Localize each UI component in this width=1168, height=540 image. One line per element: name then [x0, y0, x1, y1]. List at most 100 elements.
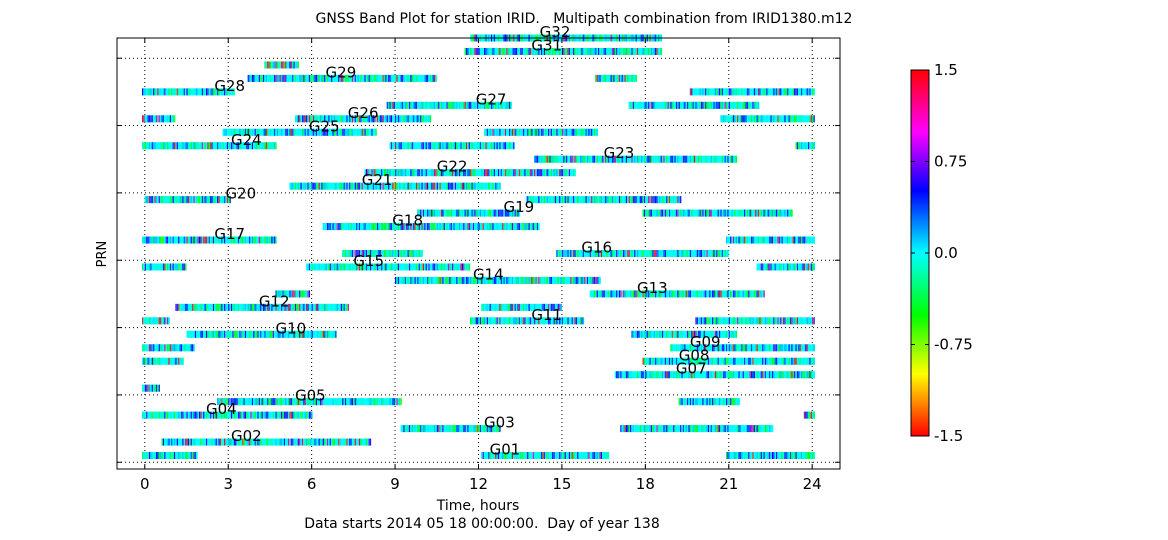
arc-sample [304, 290, 306, 298]
arc-sample [151, 344, 153, 352]
arc-sample [801, 452, 803, 460]
arc-sample [210, 196, 212, 204]
arc-sample [328, 438, 330, 446]
arc-sample [185, 236, 187, 244]
arc-sample [225, 303, 227, 311]
arc-sample [696, 425, 698, 433]
arc-sample [524, 169, 526, 177]
arc-sample [510, 128, 512, 136]
arc-sample [264, 330, 266, 338]
arc-sample [810, 357, 812, 365]
arc-sample [342, 398, 344, 406]
arc-sample [250, 74, 252, 82]
x-tick-label: 21 [719, 475, 738, 493]
arc-sample [643, 290, 646, 298]
arc-sample [358, 182, 361, 190]
arc-sample [345, 398, 347, 406]
arc-sample [624, 425, 626, 433]
arc-sample [744, 357, 746, 365]
arc-sample [364, 182, 366, 190]
arc-sample [810, 263, 812, 271]
arc-sample [318, 438, 320, 446]
arc-sample [699, 344, 701, 352]
arc-sample [385, 223, 387, 231]
arc-sample [762, 115, 764, 123]
arc-sample [179, 236, 181, 244]
arc-sample [293, 330, 295, 338]
arc-sample [204, 330, 206, 338]
arc-sample [584, 196, 586, 204]
arc-sample [460, 182, 462, 190]
arc-sample [586, 128, 589, 136]
arc-sample [244, 398, 247, 406]
arc-sample [427, 223, 429, 231]
arc-sample [144, 236, 146, 244]
arc-sample [778, 263, 780, 271]
arc-sample [428, 142, 430, 150]
arc-sample [492, 128, 494, 136]
arc-sample [200, 438, 202, 446]
arc-sample [158, 196, 160, 204]
arc-sample [396, 101, 398, 109]
arc-G28 [689, 88, 815, 96]
arc-sample [485, 425, 487, 433]
arc-sample [695, 425, 697, 433]
arc-sample [146, 384, 148, 392]
arc-sample [154, 317, 156, 325]
arc-sample [752, 236, 754, 244]
arc-sample [539, 128, 541, 136]
arc-sample [264, 142, 266, 150]
arc-sample [193, 88, 195, 96]
arc-sample [742, 344, 744, 352]
arc-sample [625, 155, 627, 163]
arc-sample [172, 142, 174, 150]
arc-sample [795, 317, 797, 325]
arc-sample [231, 398, 233, 406]
arc-sample [707, 155, 710, 163]
arc-sample [278, 398, 280, 406]
arc-sample [689, 250, 691, 257]
arc-sample [742, 425, 744, 433]
arc-sample [278, 290, 280, 298]
arc-sample [808, 142, 810, 150]
arc-sample [520, 128, 522, 136]
arc-sample [456, 223, 458, 231]
arc-sample [236, 330, 238, 338]
arc-sample [769, 357, 771, 365]
arc-sample [695, 101, 697, 109]
arc-sample [375, 223, 377, 231]
arc-sample [496, 209, 498, 217]
arc-sample [326, 115, 329, 123]
arc-sample [535, 223, 537, 231]
arc-sample [504, 101, 507, 109]
arc-sample [528, 276, 530, 284]
arc-sample [552, 128, 554, 136]
arc-sample [724, 88, 726, 96]
arc-sample [243, 303, 245, 311]
arc-sample [496, 223, 498, 231]
arc-sample [456, 101, 458, 109]
arc-sample [155, 236, 158, 244]
arc-sample [160, 344, 162, 352]
arc-sample [172, 236, 174, 244]
arc-sample [500, 303, 502, 311]
arc-sample [717, 344, 719, 352]
arc-sample [274, 438, 276, 446]
arc-sample [677, 155, 679, 163]
arc-sample [606, 452, 608, 460]
arc-sample [809, 411, 811, 419]
arc-sample [557, 276, 559, 284]
arc-sample [272, 398, 274, 406]
arc-sample [598, 276, 600, 284]
arc-sample [739, 209, 742, 217]
arc-sample [425, 182, 427, 190]
arc-sample [222, 411, 224, 419]
arc-sample [429, 223, 431, 231]
arc-sample [390, 74, 393, 82]
arc-sample [645, 425, 647, 433]
arc-sample [745, 101, 747, 109]
arc-sample [332, 330, 334, 338]
arc-sample [264, 236, 266, 244]
arc-sample [801, 142, 803, 150]
arc-sample [716, 425, 718, 433]
